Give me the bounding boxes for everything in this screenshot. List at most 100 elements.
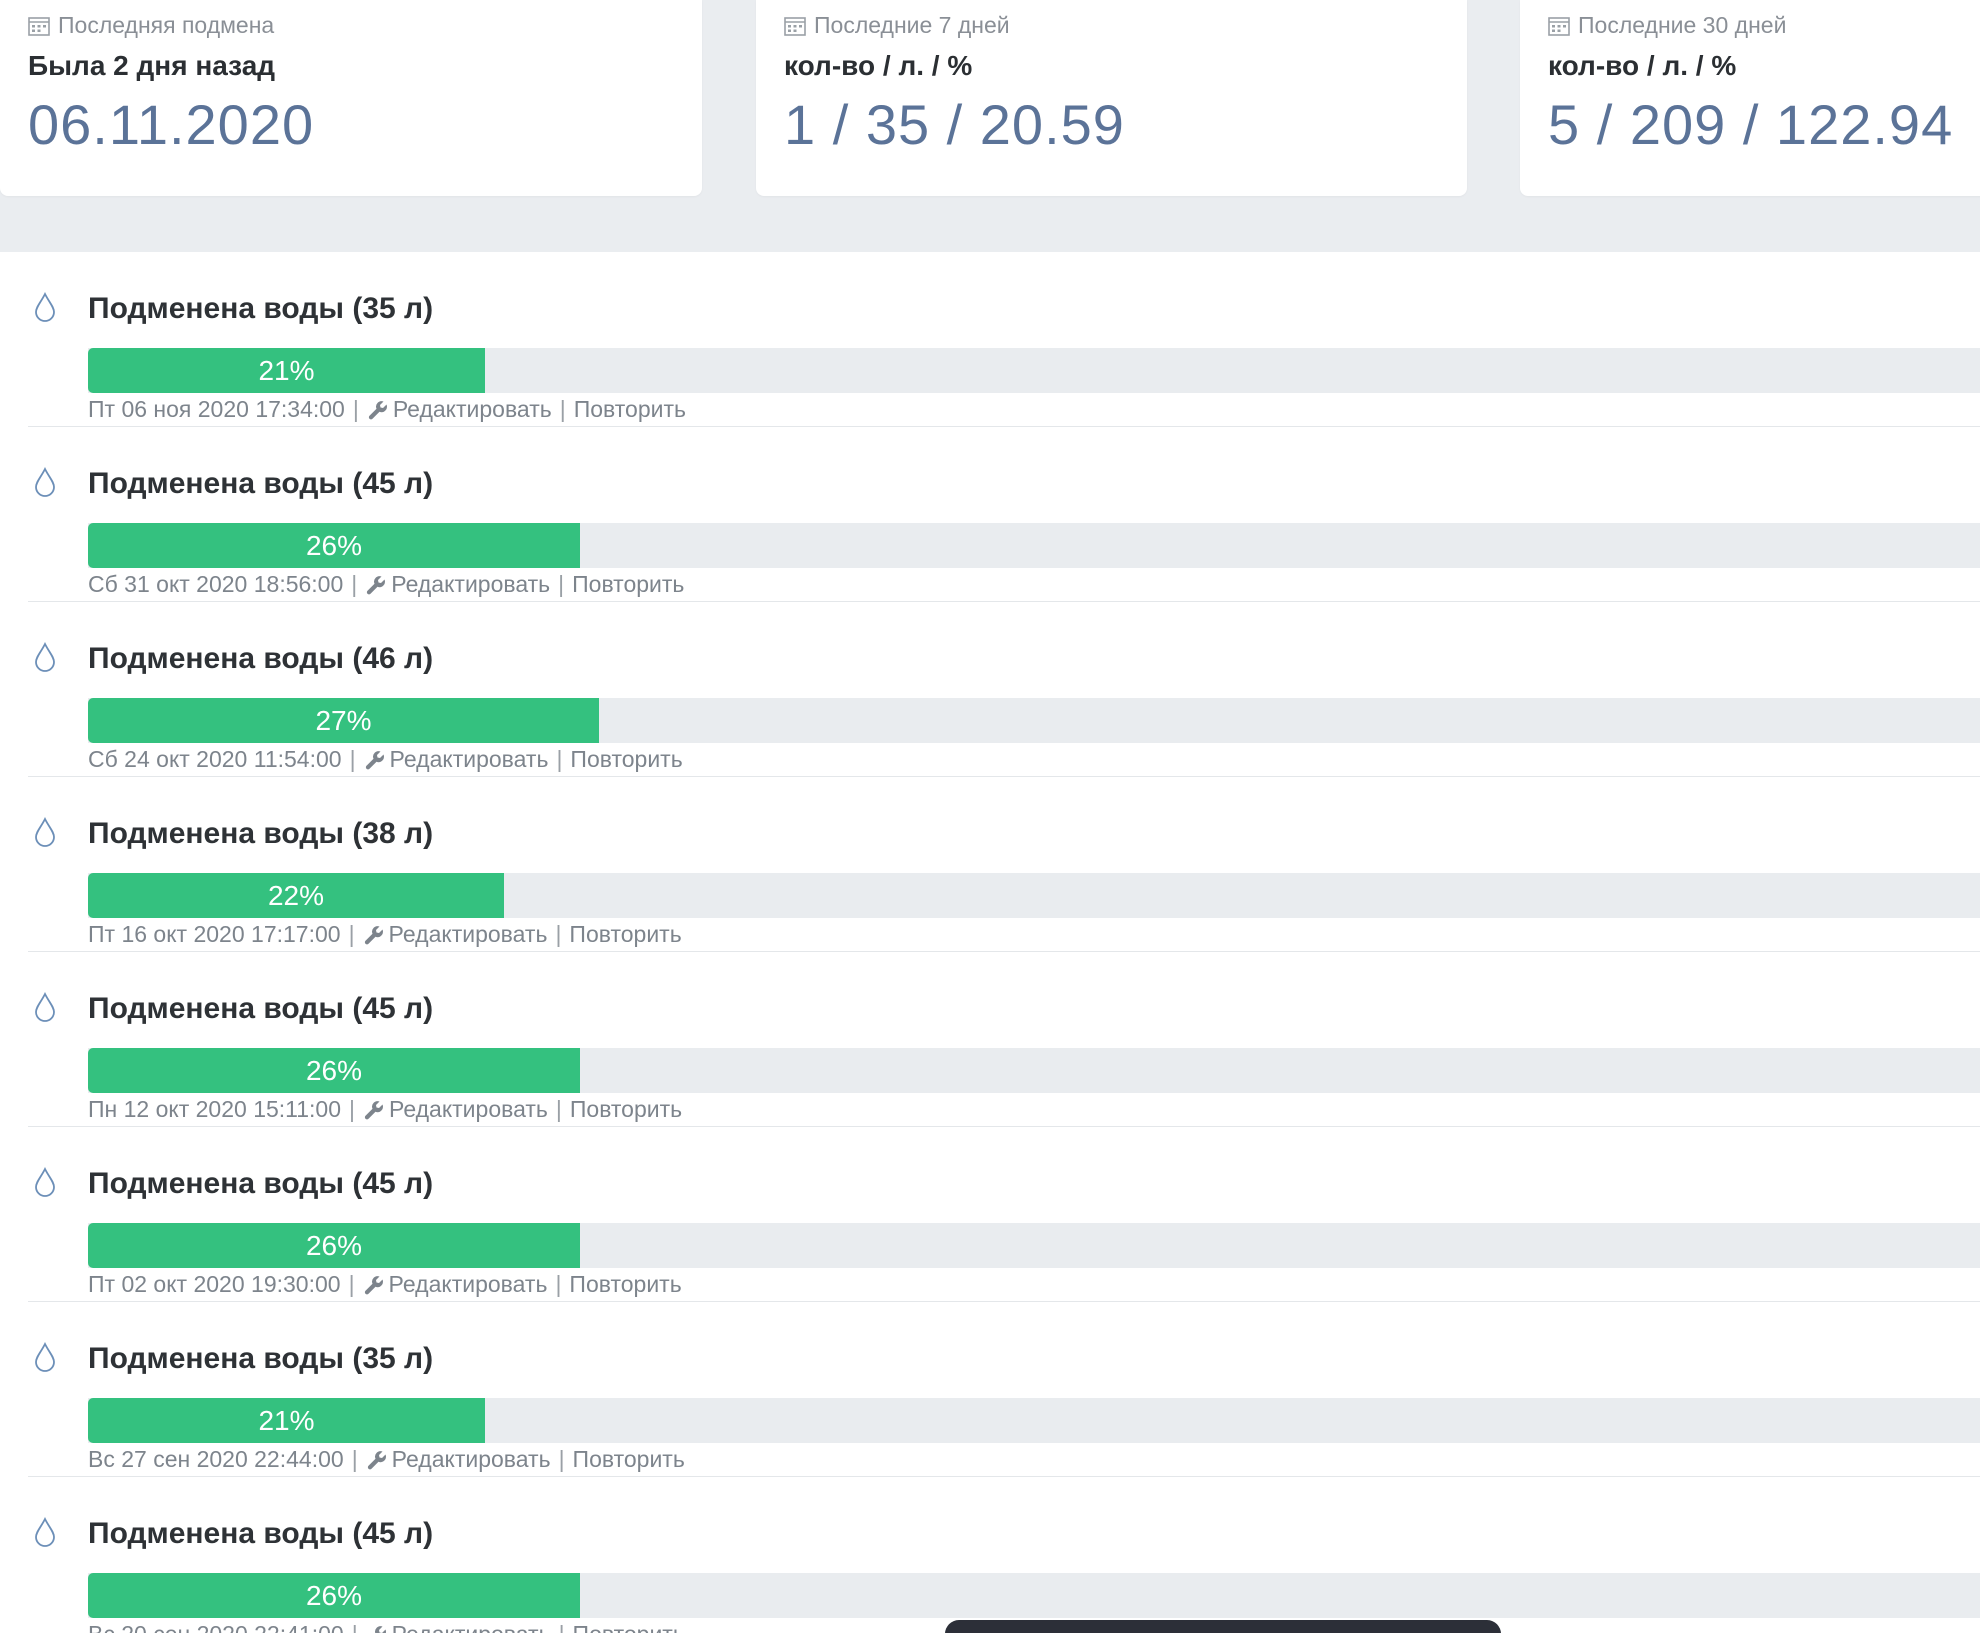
progress-track: 27% — [88, 698, 1980, 743]
card-caption-text: Последние 7 дней — [814, 12, 1010, 38]
edit-link[interactable]: Редактировать — [363, 921, 548, 948]
separator: | — [349, 746, 356, 772]
separator: | — [558, 571, 565, 597]
progress-fill: 26% — [88, 1048, 580, 1093]
list-item: Подменена воды (45 л) 26% Вс 20 сен 2020… — [28, 1477, 1980, 1633]
card-caption-text: Последние 30 дней — [1578, 12, 1787, 38]
summary-card-30-days: Последние 30 дней кол-во / л. / % 5 / 20… — [1520, 0, 1980, 196]
edit-link[interactable]: Редактировать — [366, 1446, 551, 1473]
wrench-icon — [364, 1275, 383, 1294]
separator: | — [556, 746, 563, 772]
repeat-link[interactable]: Повторить — [573, 1621, 685, 1633]
water-change-list: Подменена воды (35 л) 21% Пт 06 ноя 2020… — [0, 252, 1980, 1633]
card-caption: Последняя подмена — [28, 12, 274, 39]
card-value: 06.11.2020 — [28, 93, 315, 156]
edit-link-label: Редактировать — [389, 746, 549, 772]
list-item: Подменена воды (46 л) 27% Сб 24 окт 2020… — [28, 602, 1980, 777]
separator: | — [558, 1446, 565, 1472]
repeat-link[interactable]: Повторить — [573, 396, 686, 422]
edit-link[interactable]: Редактировать — [363, 1096, 548, 1123]
repeat-link[interactable]: Повторить — [569, 1096, 683, 1122]
progress-fill: 26% — [88, 1573, 580, 1618]
edit-link[interactable]: Редактировать — [363, 1271, 547, 1298]
edit-link[interactable]: Редактировать — [364, 746, 549, 773]
progress-fill: 21% — [88, 348, 485, 393]
repeat-link[interactable]: Повторить — [569, 921, 682, 947]
card-subtitle: кол-во / л. / % — [784, 50, 973, 81]
progress-fill: 22% — [88, 873, 504, 918]
card-value: 5 / 209 / 122.94 — [1548, 93, 1954, 156]
water-drop-icon — [35, 642, 55, 672]
water-drop-icon — [35, 1167, 55, 1197]
progress-track: 26% — [88, 1048, 1980, 1093]
progress-fill: 26% — [88, 1223, 580, 1268]
repeat-link[interactable]: Повторить — [569, 1271, 682, 1297]
calendar-icon — [784, 16, 806, 36]
repeat-link[interactable]: Повторить — [570, 746, 683, 772]
water-drop-icon — [35, 467, 55, 497]
edit-link-label: Редактировать — [392, 396, 552, 422]
calendar-icon — [28, 16, 50, 36]
progress-fill: 27% — [88, 698, 599, 743]
wrench-icon — [364, 925, 383, 944]
repeat-link[interactable]: Повторить — [572, 571, 685, 597]
separator: | — [555, 1271, 562, 1297]
list-item: Подменена воды (45 л) 26% Пт 02 окт 2020… — [28, 1127, 1980, 1302]
entry-meta: Вс 20 сен 2020 22:41:00 | Редактировать … — [88, 1621, 685, 1633]
edit-link[interactable]: Редактировать — [367, 396, 552, 423]
separator: | — [555, 921, 562, 947]
progress-track: 26% — [88, 523, 1980, 568]
entry-datetime: Сб 31 окт 2020 18:56:00 — [88, 571, 344, 597]
list-item: Подменена воды (45 л) 26% Пн 12 окт 2020… — [28, 952, 1980, 1127]
entry-datetime: Вс 20 сен 2020 22:41:00 — [88, 1621, 344, 1633]
entry-meta: Пт 06 ноя 2020 17:34:00 | Редактировать … — [88, 396, 686, 423]
edit-link[interactable]: Редактировать — [366, 1621, 551, 1633]
entry-meta: Вс 27 сен 2020 22:44:00 | Редактировать … — [88, 1446, 685, 1473]
water-drop-icon — [35, 1342, 55, 1372]
entry-title: Подменена воды (35 л) — [88, 292, 434, 325]
edit-link[interactable]: Редактировать — [365, 571, 550, 598]
water-drop-icon — [35, 292, 55, 322]
list-item: Подменена воды (35 л) 21% Пт 06 ноя 2020… — [28, 252, 1980, 427]
bottom-overlay-bar — [945, 1620, 1501, 1633]
progress-track: 21% — [88, 1398, 1980, 1443]
edit-link-label: Редактировать — [392, 1621, 551, 1633]
water-drop-icon — [35, 817, 55, 847]
entry-meta: Сб 31 окт 2020 18:56:00 | Редактировать … — [88, 571, 684, 598]
progress-track: 22% — [88, 873, 1980, 918]
summary-card-last-change: Последняя подмена Была 2 дня назад 06.11… — [0, 0, 702, 196]
separator: | — [349, 1096, 355, 1122]
entry-title: Подменена воды (45 л) — [88, 1517, 434, 1550]
progress-track: 26% — [88, 1573, 1980, 1618]
entry-title: Подменена воды (38 л) — [88, 817, 434, 850]
calendar-icon — [1548, 16, 1570, 36]
progress-track: 26% — [88, 1223, 1980, 1268]
separator: | — [555, 1096, 562, 1122]
entry-title: Подменена воды (35 л) — [88, 1342, 434, 1375]
separator: | — [351, 571, 358, 597]
entry-meta: Пт 02 окт 2020 19:30:00 | Редактировать … — [88, 1271, 682, 1298]
wrench-icon — [364, 1100, 383, 1119]
progress-fill: 26% — [88, 523, 580, 568]
entry-title: Подменена воды (45 л) — [88, 467, 434, 500]
edit-link-label: Редактировать — [391, 1446, 551, 1472]
list-item: Подменена воды (35 л) 21% Вс 27 сен 2020… — [28, 1302, 1980, 1477]
wrench-icon — [367, 1450, 386, 1469]
card-subtitle: Была 2 дня назад — [28, 50, 276, 81]
separator: | — [352, 396, 359, 422]
separator: | — [348, 1271, 355, 1297]
summary-card-7-days: Последние 7 дней кол-во / л. / % 1 / 35 … — [756, 0, 1467, 196]
progress-track: 21% — [88, 348, 1980, 393]
entry-datetime: Вс 27 сен 2020 22:44:00 — [88, 1446, 344, 1472]
edit-link-label: Редактировать — [389, 1096, 548, 1122]
entry-title: Подменена воды (45 л) — [88, 1167, 434, 1200]
card-subtitle: кол-во / л. / % — [1548, 50, 1737, 81]
edit-link-label: Редактировать — [391, 571, 551, 597]
edit-link-label: Редактировать — [388, 921, 548, 947]
repeat-link[interactable]: Повторить — [572, 1446, 685, 1472]
entry-meta: Пт 16 окт 2020 17:17:00 | Редактировать … — [88, 921, 682, 948]
separator: | — [351, 1446, 358, 1472]
entry-meta: Пн 12 окт 2020 15:11:00 | Редактировать … — [88, 1096, 682, 1123]
card-caption-text: Последняя подмена — [58, 12, 275, 38]
